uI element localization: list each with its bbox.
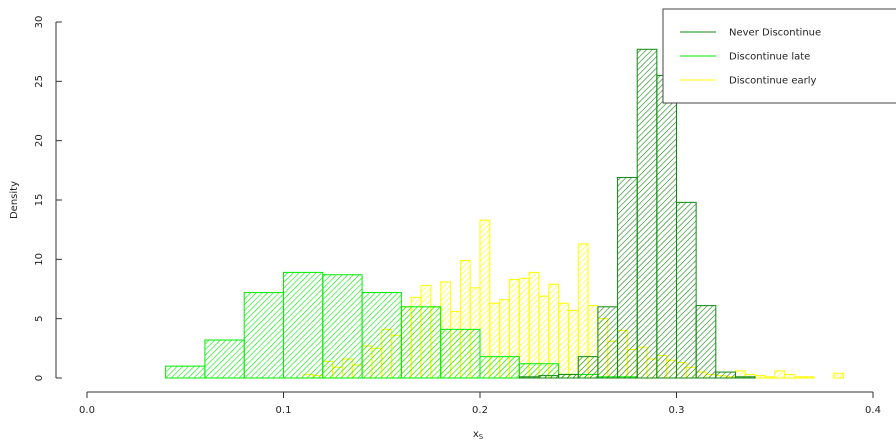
bar-early (764, 376, 776, 379)
bar-early (567, 309, 579, 379)
bar-late (165, 365, 206, 379)
legend-label-late: Discontinue late (729, 52, 810, 63)
bar-early (774, 370, 786, 379)
bar-never (617, 176, 638, 379)
bar-early (518, 277, 530, 379)
y-tick-label: 5 (34, 315, 45, 321)
y-tick-label: 15 (34, 194, 45, 207)
bar-never (577, 356, 599, 379)
bar-early (784, 373, 795, 379)
y-tick-label: 0 (34, 375, 45, 381)
bar-early (754, 375, 766, 379)
y-axis-label: Density (9, 181, 20, 219)
bar-never (538, 375, 560, 379)
bar-late (479, 356, 520, 379)
x-axis-label: xS (473, 429, 484, 441)
bar-late (322, 274, 363, 379)
bar-late (400, 306, 442, 379)
bar-early (558, 302, 569, 379)
bar-late (243, 292, 284, 379)
y-tick-label: 20 (34, 134, 45, 147)
series-never (518, 48, 756, 379)
x-tick-label: 0.3 (669, 405, 685, 416)
x-axis: 0.0 0.1 0.2 0.3 0.4 (79, 391, 881, 416)
bar-late (283, 271, 324, 379)
bar-early (833, 372, 845, 379)
x-tick-label: 0.0 (79, 405, 95, 416)
bar-never (676, 201, 697, 379)
bar-early (803, 376, 815, 379)
bar-early (793, 376, 805, 379)
bar-never (597, 306, 619, 379)
x-axis-label-subscript: S (479, 433, 484, 441)
x-axis-label-main: x (473, 429, 479, 440)
bar-never (636, 48, 658, 379)
bar-never (695, 305, 717, 379)
bar-never (734, 376, 756, 379)
x-tick-label: 0.2 (472, 405, 488, 416)
legend: Never Discontinue Discontinue late Disco… (662, 8, 896, 104)
series-late (165, 271, 638, 379)
y-tick-label: 30 (34, 16, 45, 29)
bar-late (204, 339, 245, 379)
y-tick-label: 10 (34, 253, 45, 266)
legend-label-never: Never Discontinue (729, 28, 821, 39)
bar-late (440, 328, 481, 379)
bar-never (715, 371, 736, 379)
bar-early (528, 271, 540, 379)
bar-never (518, 376, 540, 379)
bar-early (479, 219, 491, 379)
x-tick-label: 0.4 (865, 405, 881, 416)
y-axis: 0 5 10 15 20 25 30 (34, 16, 62, 381)
legend-label-early: Discontinue early (729, 76, 817, 87)
x-tick-label: 0.1 (276, 405, 292, 416)
y-tick-label: 25 (34, 75, 45, 88)
bars-layer (165, 48, 845, 379)
bar-late (361, 292, 402, 379)
bar-never (656, 74, 677, 379)
bar-never (558, 373, 579, 379)
